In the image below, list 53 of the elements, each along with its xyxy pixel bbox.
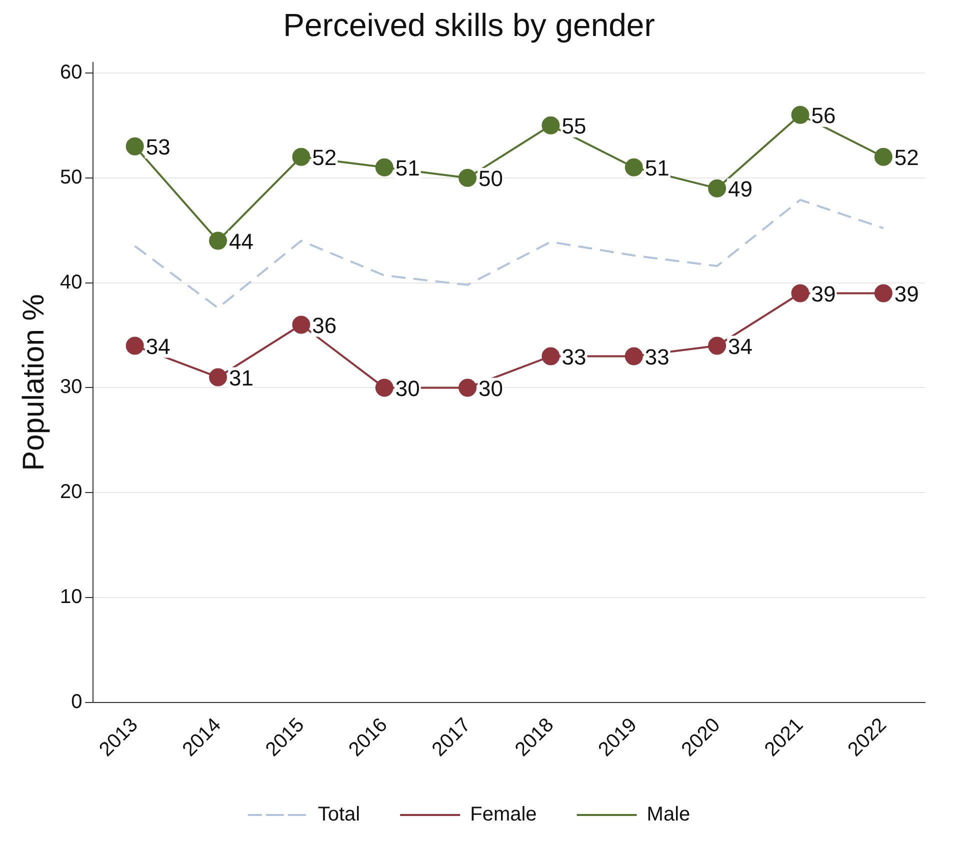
point xyxy=(708,336,726,355)
point xyxy=(126,336,144,355)
y-tick-label: 40 xyxy=(60,271,82,294)
point xyxy=(791,284,810,302)
point xyxy=(874,148,892,166)
point xyxy=(791,106,810,124)
y-tick-label: 20 xyxy=(60,481,82,504)
point xyxy=(126,137,144,156)
point xyxy=(542,347,560,366)
data-label: 52 xyxy=(894,144,919,170)
point xyxy=(458,168,477,187)
legend-label: Female xyxy=(470,804,537,826)
point xyxy=(209,232,228,250)
legend-label: Male xyxy=(646,804,690,826)
y-tick-label: 50 xyxy=(60,166,82,188)
point xyxy=(292,148,310,166)
data-label: 33 xyxy=(644,344,670,370)
data-label: 31 xyxy=(229,365,254,390)
data-label: 55 xyxy=(562,113,586,138)
data-label: 52 xyxy=(312,144,337,170)
data-label: 30 xyxy=(478,376,504,401)
y-axis-title: Population % xyxy=(17,294,50,471)
point xyxy=(375,158,394,176)
data-label: 56 xyxy=(811,102,836,128)
point xyxy=(292,316,310,334)
data-label: 51 xyxy=(395,155,420,180)
data-label: 44 xyxy=(229,228,254,254)
legend-label: Total xyxy=(318,804,360,826)
chart-title: Perceived skills by gender xyxy=(283,7,656,44)
y-tick-label: 60 xyxy=(60,61,82,84)
data-label: 36 xyxy=(312,312,337,338)
data-label: 39 xyxy=(894,281,919,306)
data-label: 53 xyxy=(146,134,170,160)
point xyxy=(624,347,643,366)
point xyxy=(458,378,477,397)
data-label: 51 xyxy=(644,155,670,180)
point xyxy=(624,158,643,176)
data-label: 34 xyxy=(728,334,753,359)
point xyxy=(375,378,394,397)
point xyxy=(708,179,726,198)
y-tick-label: 10 xyxy=(60,586,82,608)
point xyxy=(874,284,892,302)
data-label: 33 xyxy=(562,344,586,370)
y-tick-label: 0 xyxy=(71,691,82,714)
data-label: 50 xyxy=(478,166,504,191)
data-label: 34 xyxy=(146,334,170,359)
line-series xyxy=(134,198,884,309)
y-tick-label: 30 xyxy=(60,376,82,398)
data-label: 49 xyxy=(728,176,753,202)
point xyxy=(542,116,560,134)
data-label: 39 xyxy=(811,281,836,306)
point xyxy=(209,368,228,386)
data-label: 30 xyxy=(395,376,420,401)
